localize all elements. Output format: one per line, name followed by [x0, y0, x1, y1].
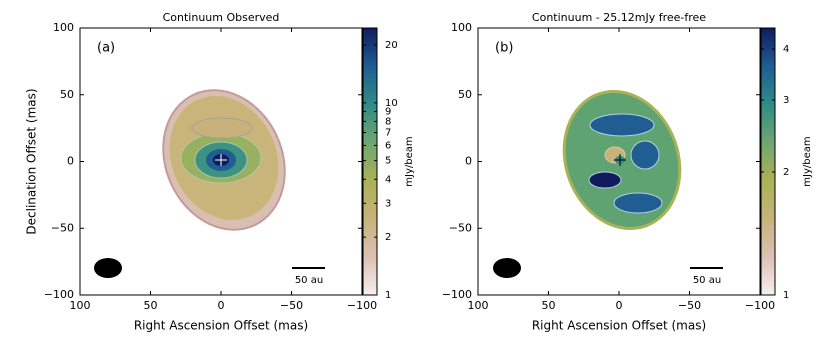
y-tick-label: −100 — [442, 288, 472, 301]
panel-title: Continuum Observed — [163, 11, 280, 24]
colorbar-tick-label: 4 — [385, 174, 391, 185]
y-axis-label: Declination Offset (mas) — [25, 88, 39, 234]
colorbar-tick-label: 8 — [385, 116, 391, 127]
x-tick-label: 50 — [144, 299, 158, 312]
colorbar-tick-label: 3 — [783, 95, 789, 106]
map-a — [94, 89, 325, 278]
x-tick-label: 0 — [616, 299, 623, 312]
scalebar-label: 50 au — [295, 275, 323, 286]
x-tick-label: −100 — [745, 299, 775, 312]
colorbar-tick-label: 4 — [783, 44, 789, 55]
colorbar-label: mJy/beam — [802, 136, 813, 186]
panel-label: (a) — [97, 41, 115, 56]
panel-label: (b) — [495, 41, 513, 56]
scalebar-label: 50 au — [693, 275, 721, 286]
y-tick-label: −50 — [51, 221, 74, 234]
colorbar-tick-label: 1 — [783, 290, 789, 301]
colorbar-tick-label: 2 — [783, 167, 789, 178]
colorbar-tick-label: 9 — [385, 107, 391, 118]
y-tick-label: 100 — [451, 21, 472, 34]
x-tick-label: −50 — [280, 299, 303, 312]
colorbar-tick-label: 5 — [385, 156, 391, 167]
x-tick-label: −50 — [678, 299, 701, 312]
colorbar-tick-label: 10 — [385, 98, 398, 109]
y-tick-label: 100 — [53, 21, 74, 34]
y-tick-label: 0 — [67, 155, 74, 168]
colorbar-tick-label: 7 — [385, 128, 391, 139]
x-tick-label: 100 — [70, 299, 91, 312]
x-axis-label: Right Ascension Offset (mas) — [532, 319, 706, 333]
x-tick-label: −100 — [347, 299, 377, 312]
y-tick-label: 50 — [458, 88, 472, 101]
colorbar-tick-label: 1 — [385, 290, 391, 301]
colorbar — [362, 27, 378, 296]
x-tick-label: 50 — [542, 299, 556, 312]
x-tick-label: 0 — [218, 299, 225, 312]
x-axis-label: Right Ascension Offset (mas) — [134, 319, 308, 333]
colorbar-tick-label: 6 — [385, 140, 391, 151]
y-tick-label: 0 — [465, 155, 472, 168]
colorbar-tick-label: 20 — [385, 40, 398, 51]
colorbar-tick-label: 3 — [385, 198, 391, 209]
y-tick-label: −50 — [449, 221, 472, 234]
y-tick-label: −100 — [44, 288, 74, 301]
colorbar — [760, 27, 776, 296]
y-tick-label: 50 — [60, 88, 74, 101]
colorbar-label: mJy/beam — [404, 136, 415, 186]
map-b — [493, 89, 723, 278]
panel-title: Continuum - 25.12mJy free-free — [532, 11, 706, 24]
colorbar-tick-label: 2 — [385, 232, 391, 243]
x-tick-label: 100 — [468, 299, 489, 312]
